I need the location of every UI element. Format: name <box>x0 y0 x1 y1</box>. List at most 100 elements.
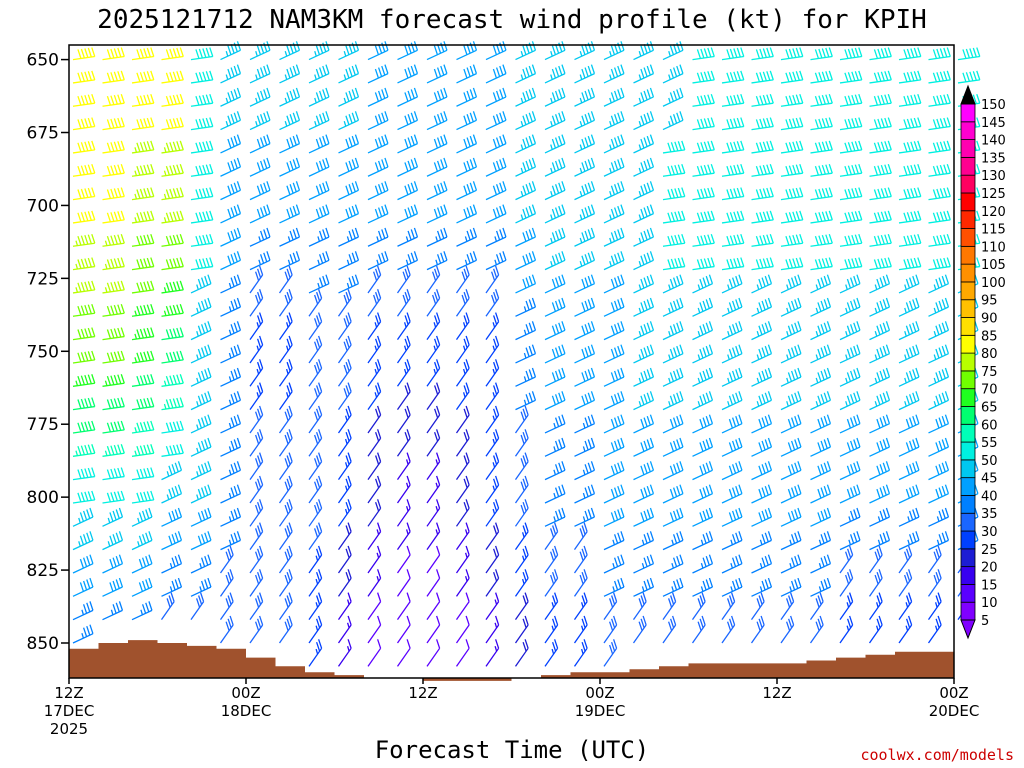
wind-barb <box>810 414 832 434</box>
wind-barb <box>308 569 323 597</box>
wind-barb <box>338 111 360 131</box>
x-tick-label: 00Z <box>939 684 968 702</box>
wind-barb <box>603 274 625 294</box>
wind-barb <box>219 592 234 621</box>
wind-barb <box>396 452 411 481</box>
wind-barb <box>692 437 714 457</box>
wind-barb <box>574 87 596 107</box>
wind-barb <box>367 134 389 154</box>
wind-barb <box>308 522 323 551</box>
wind-barb <box>278 522 293 551</box>
wind-barb <box>367 181 389 201</box>
wind-barb <box>662 484 684 504</box>
wind-barb <box>426 134 448 154</box>
wind-barb <box>396 522 411 551</box>
wind-barb <box>72 210 96 224</box>
wind-barb <box>869 187 892 201</box>
wind-barb <box>338 181 360 201</box>
wind-barb <box>308 429 323 457</box>
wind-barb <box>751 140 774 154</box>
wind-barb <box>161 444 184 457</box>
wind-barb <box>869 461 891 481</box>
wind-barb <box>692 140 715 154</box>
wind-barb <box>308 615 323 644</box>
wind-barb <box>721 321 743 341</box>
wind-barb <box>102 93 125 107</box>
wind-barbs-layer <box>72 41 981 667</box>
wind-barb <box>633 531 655 551</box>
wind-barb <box>102 117 125 131</box>
wind-barb <box>426 204 448 224</box>
wind-barb <box>249 134 271 154</box>
wind-barb <box>161 420 184 434</box>
wind-barb <box>102 163 125 177</box>
wind-barb <box>161 507 183 527</box>
wind-barb <box>426 475 441 504</box>
wind-barb <box>220 41 242 61</box>
wind-barb <box>102 210 125 224</box>
wind-barb <box>485 522 500 551</box>
wind-barb <box>367 569 382 597</box>
wind-barb <box>72 280 96 294</box>
colorbar-segment <box>960 495 976 514</box>
wind-barb <box>544 344 566 364</box>
wind-barb <box>633 461 655 481</box>
credit-text[interactable]: coolwx.com/models <box>860 746 1014 764</box>
wind-barb <box>603 507 625 527</box>
wind-barb <box>780 210 804 224</box>
wind-barb <box>692 163 715 177</box>
wind-barb <box>308 251 330 271</box>
wind-barb <box>455 569 470 597</box>
wind-barb <box>102 490 125 504</box>
wind-barb <box>190 321 212 341</box>
wind-barb <box>249 359 264 387</box>
wind-barb <box>603 592 618 621</box>
wind-barb <box>751 531 773 551</box>
wind-barb <box>810 234 833 247</box>
wind-barb <box>367 204 389 224</box>
wind-barb <box>220 134 242 154</box>
wind-barb <box>161 484 183 504</box>
wind-barb <box>367 475 382 504</box>
wind-barb <box>721 484 743 504</box>
wind-barb <box>721 257 745 271</box>
wind-barb <box>249 452 264 481</box>
wind-barb <box>338 41 360 61</box>
wind-barb <box>839 321 861 341</box>
wind-barb <box>190 461 212 481</box>
wind-barb <box>839 344 861 364</box>
wind-barb <box>780 47 804 61</box>
wind-barb <box>249 545 264 574</box>
y-tick-label: 800 <box>27 488 59 508</box>
wind-barb <box>780 187 804 201</box>
wind-barb <box>220 274 242 294</box>
wind-barb <box>662 140 686 154</box>
wind-barb <box>721 117 745 131</box>
wind-barb <box>279 181 301 201</box>
wind-barb <box>603 87 625 107</box>
wind-barb <box>574 344 596 364</box>
wind-barb <box>692 210 715 224</box>
wind-barb <box>249 592 264 621</box>
wind-barb <box>72 601 94 621</box>
wind-barb <box>810 344 832 364</box>
colorbar-segment <box>960 299 976 318</box>
wind-barb <box>102 140 125 154</box>
wind-barb <box>337 382 352 411</box>
wind-barb <box>367 64 389 84</box>
wind-barb <box>249 204 271 224</box>
wind-barb <box>751 507 773 527</box>
colorbar-segment <box>960 441 976 461</box>
wind-barb <box>485 359 500 387</box>
wind-barb <box>102 350 125 364</box>
wind-barb <box>574 367 596 387</box>
wind-barb <box>485 592 500 621</box>
colorbar-segment <box>960 139 976 158</box>
x-tick-label: 12Z <box>762 684 791 702</box>
wind-barb <box>485 227 507 247</box>
wind-barb <box>869 321 891 341</box>
wind-barb <box>868 545 883 574</box>
wind-barb <box>131 374 155 387</box>
wind-barb <box>190 70 214 84</box>
